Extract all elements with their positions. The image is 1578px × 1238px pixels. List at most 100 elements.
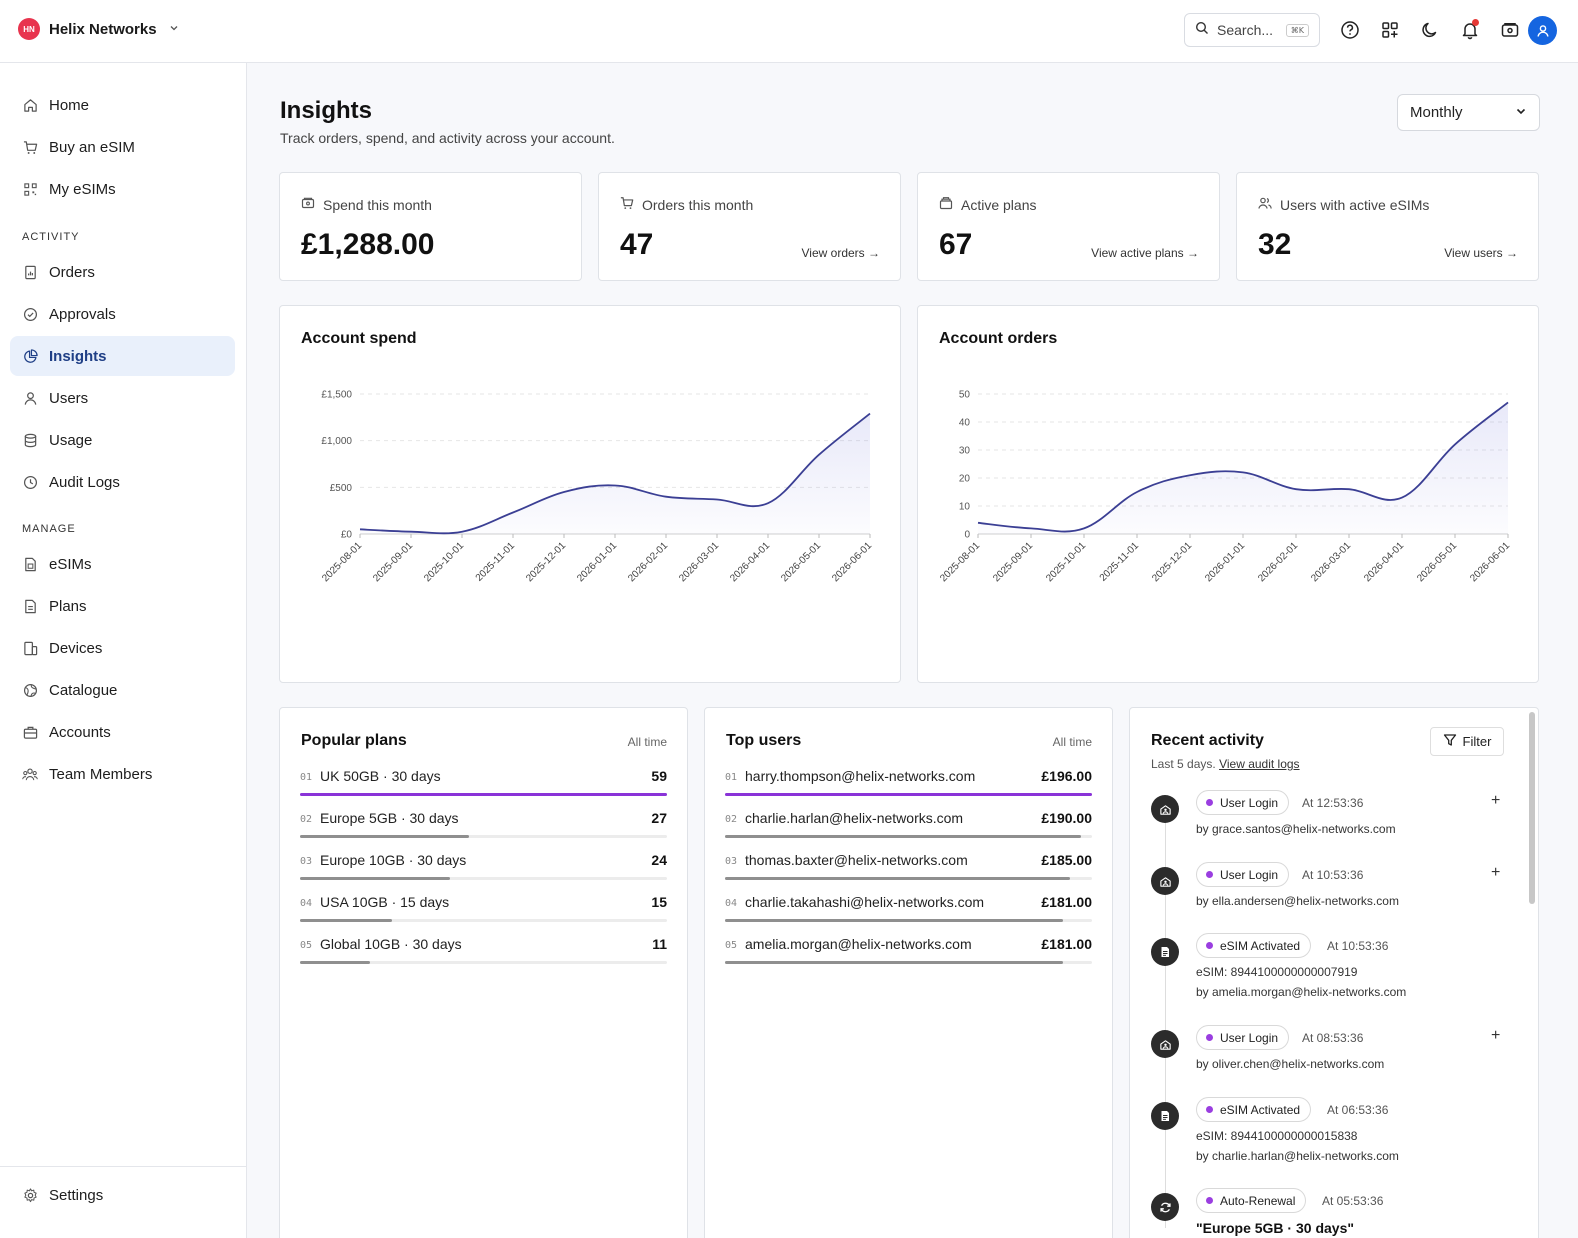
y-tick-label: £0 — [341, 530, 353, 541]
data-point[interactable] — [1025, 522, 1037, 534]
main-content: Insights Track orders, spend, and activi… — [247, 63, 1578, 1238]
activity-type: User Login — [1220, 795, 1279, 810]
database-icon — [22, 432, 38, 448]
data-point[interactable] — [864, 408, 876, 420]
data-point[interactable] — [1502, 396, 1514, 408]
sidebar-item-usage[interactable]: Usage — [10, 420, 235, 460]
expand-icon[interactable]: + — [1491, 864, 1501, 881]
data-point[interactable] — [1343, 483, 1355, 495]
page-title: Insights — [280, 97, 373, 124]
sidebar-item-devices[interactable]: Devices — [10, 628, 235, 668]
sidebar: Home Buy an eSIM My eSIMs ACTIVITY Order… — [0, 63, 247, 1238]
rank-name: Global 10GB · 30 days — [320, 936, 462, 952]
sidebar-item-plans[interactable]: Plans — [10, 586, 235, 626]
data-point[interactable] — [1237, 466, 1249, 478]
sidebar-item-label: Usage — [49, 431, 93, 449]
scrollbar[interactable] — [1529, 712, 1535, 904]
data-point[interactable] — [1131, 486, 1143, 498]
data-point[interactable] — [972, 517, 984, 529]
data-point[interactable] — [1078, 522, 1090, 534]
sidebar-item-settings[interactable]: Settings — [10, 1175, 235, 1215]
apps-icon[interactable] — [1378, 18, 1402, 42]
y-tick-label: 40 — [959, 418, 971, 429]
account-orders-card: Account orders 0 10 20 30 40 50 2025-08-01 2025… — [917, 305, 1539, 683]
users-icon — [1258, 196, 1272, 213]
plan-row[interactable]: 02 Europe 5GB · 30 days 27 — [300, 809, 667, 849]
notifications-icon[interactable] — [1458, 18, 1482, 42]
sidebar-item-orders[interactable]: Orders — [10, 252, 235, 292]
chevron-down-icon — [169, 23, 179, 36]
sidebar-item-audit-logs[interactable]: Audit Logs — [10, 462, 235, 502]
plan-row[interactable]: 01 UK 50GB · 30 days 59 — [300, 767, 667, 807]
period-select[interactable]: Monthly — [1397, 94, 1540, 131]
user-row[interactable]: 01 harry.thompson@helix-networks.com £196.… — [725, 767, 1092, 807]
data-point[interactable] — [354, 523, 366, 535]
data-point[interactable] — [1290, 483, 1302, 495]
data-point[interactable] — [1396, 492, 1408, 504]
x-tick-label: 2026-02-01 — [626, 540, 670, 584]
user-row[interactable]: 02 charlie.harlan@helix-networks.com £190.… — [725, 809, 1092, 849]
user-row[interactable]: 04 charlie.takahashi@helix-networks.com £1… — [725, 893, 1092, 933]
plan-row[interactable]: 04 USA 10GB · 15 days 15 — [300, 893, 667, 933]
help-icon[interactable] — [1338, 18, 1362, 42]
data-point[interactable] — [813, 449, 825, 461]
y-tick-label: 50 — [959, 390, 971, 401]
account-orders-chart: 0 10 20 30 40 50 2025-08-01 2025-09-01 2025-10-0… — [938, 390, 1514, 585]
rank-number: 01 — [300, 772, 313, 783]
sidebar-item-esims[interactable]: eSIMs — [10, 544, 235, 584]
stat-label-wrap: Users with active eSIMs — [1258, 196, 1429, 213]
x-tick-label: 2025-11-01 — [474, 540, 518, 584]
y-tick-label: £500 — [330, 483, 353, 494]
activity-time: At 05:53:36 — [1322, 1194, 1384, 1208]
clock-icon — [22, 474, 38, 490]
x-tick-label: 2025-09-01 — [371, 540, 415, 584]
sidebar-item-accounts[interactable]: Accounts — [10, 712, 235, 752]
rank-value: 27 — [651, 810, 667, 826]
x-tick-label: 2026-02-01 — [1256, 540, 1300, 584]
stat-label: Spend this month — [323, 196, 432, 213]
gear-icon — [22, 1187, 38, 1203]
view-active-plans-link[interactable]: View active plans → — [1091, 246, 1199, 260]
sidebar-item-home[interactable]: Home — [10, 85, 235, 125]
view-orders-link[interactable]: View orders → — [801, 246, 880, 260]
data-point[interactable] — [1449, 438, 1461, 450]
data-point[interactable] — [507, 507, 519, 519]
data-point[interactable] — [405, 526, 417, 538]
data-point[interactable] — [609, 479, 621, 491]
sidebar-item-buy-esim[interactable]: Buy an eSIM — [10, 127, 235, 167]
data-point[interactable] — [660, 491, 672, 503]
sidebar-item-team-members[interactable]: Team Members — [10, 754, 235, 794]
user-row[interactable]: 03 thomas.baxter@helix-networks.com £185.0… — [725, 851, 1092, 891]
view-users-link[interactable]: View users → — [1444, 246, 1518, 260]
sidebar-item-my-esims[interactable]: My eSIMs — [10, 169, 235, 209]
data-point[interactable] — [558, 486, 570, 498]
rank-name: charlie.takahashi@helix-networks.com — [745, 894, 985, 910]
search-button[interactable]: Search... ⌘K — [1184, 13, 1320, 47]
data-point[interactable] — [762, 497, 774, 509]
filter-button[interactable]: Filter — [1430, 727, 1504, 756]
user-row[interactable]: 05 amelia.morgan@helix-networks.com £181.0… — [725, 935, 1092, 975]
expand-icon[interactable]: + — [1491, 792, 1501, 809]
view-audit-logs-link[interactable]: View audit logs — [1219, 757, 1300, 771]
sidebar-item-approvals[interactable]: Approvals — [10, 294, 235, 334]
sidebar-item-insights[interactable]: Insights — [10, 336, 235, 376]
sidebar-item-users[interactable]: Users — [10, 378, 235, 418]
x-tick-label: 2026-01-01 — [1203, 540, 1247, 584]
org-switcher[interactable]: HN Helix Networks — [18, 18, 179, 40]
dark-mode-icon[interactable] — [1418, 18, 1442, 42]
top-bar: HN Helix Networks Search... ⌘K — [0, 0, 1578, 63]
data-point[interactable] — [456, 526, 468, 538]
data-point[interactable] — [1184, 469, 1196, 481]
data-point[interactable] — [711, 493, 723, 505]
sidebar-item-catalogue[interactable]: Catalogue — [10, 670, 235, 710]
plan-row[interactable]: 05 Global 10GB · 30 days 11 — [300, 935, 667, 975]
plan-row[interactable]: 03 Europe 10GB · 30 days 24 — [300, 851, 667, 891]
sidebar-item-label: Accounts — [49, 723, 111, 741]
rank-bar-fill — [725, 961, 1063, 964]
rank-number: 03 — [300, 856, 313, 867]
user-avatar[interactable] — [1528, 16, 1557, 45]
expand-icon[interactable]: + — [1491, 1027, 1501, 1044]
stat-value: 67 — [939, 228, 973, 261]
timeline-line — [1165, 808, 1166, 1228]
wallet-icon[interactable] — [1498, 18, 1522, 42]
